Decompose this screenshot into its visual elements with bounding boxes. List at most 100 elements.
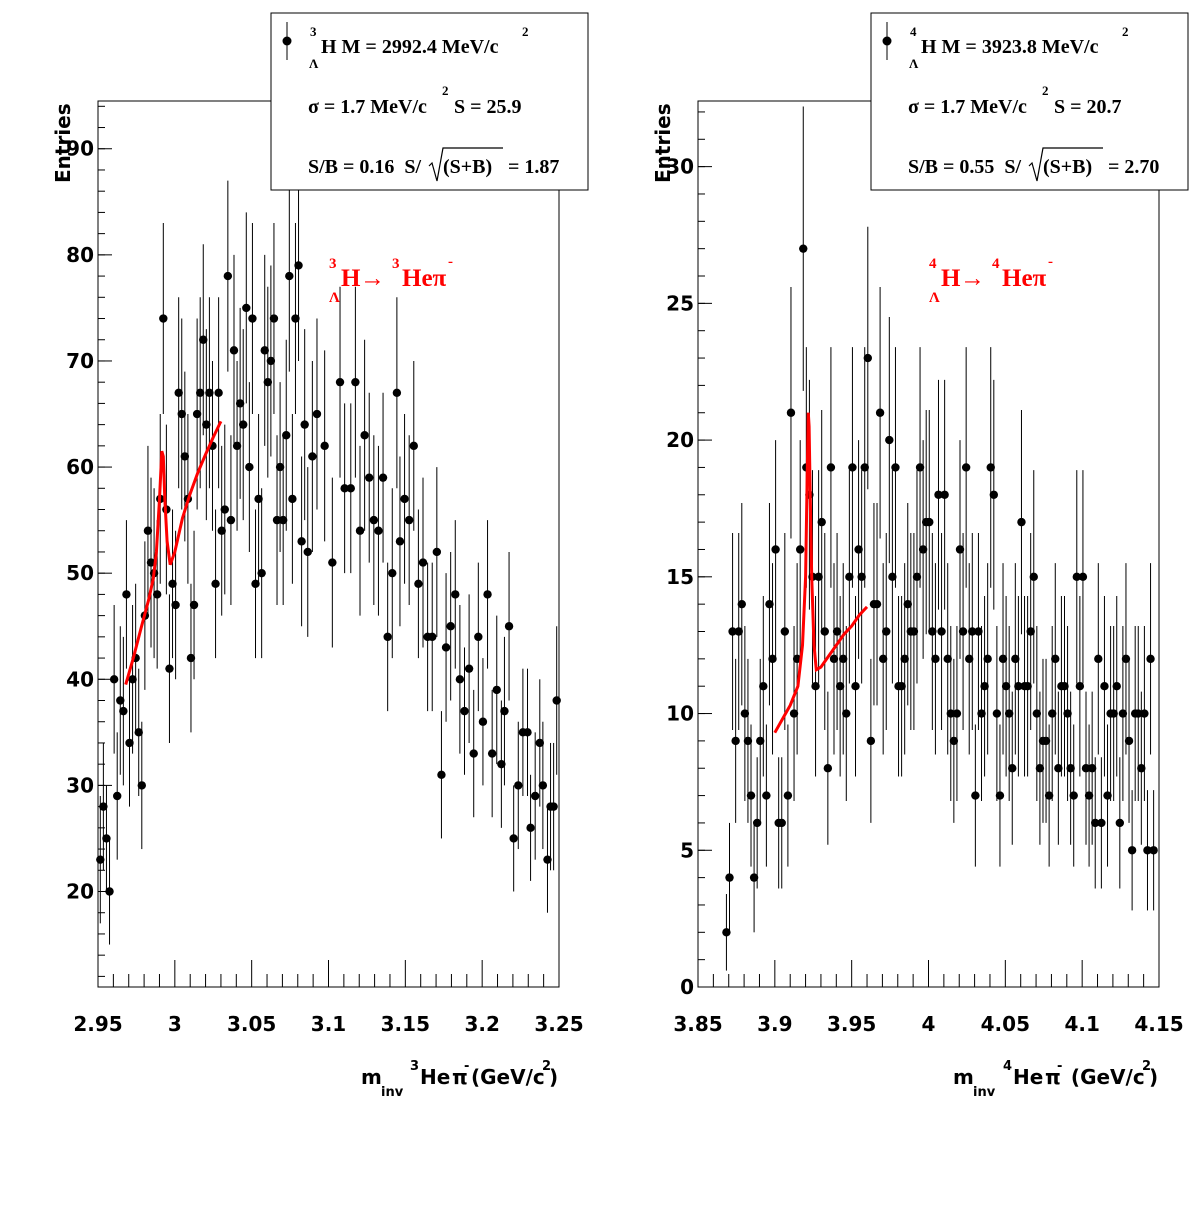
right-data-point: [1097, 757, 1106, 889]
svg-text:m: m: [361, 1065, 382, 1089]
right-data-point: [863, 226, 873, 490]
right-data-point: [885, 317, 894, 564]
right-data-point: [783, 724, 793, 867]
right-data-point: [1146, 563, 1155, 755]
right-data-point: [737, 502, 746, 706]
right-legend-box: [870, 12, 1189, 191]
right-data-point: [845, 470, 854, 684]
right-x-tick-label: 4.05: [981, 1012, 1030, 1036]
svg-text:2: 2: [542, 1059, 551, 1074]
right-data-point: [1081, 691, 1091, 845]
left-data-point: [294, 169, 303, 361]
svg-text:3: 3: [310, 24, 317, 39]
right-data-point: [1026, 533, 1035, 730]
left-data-point: [137, 721, 146, 850]
right-data-point: [1078, 470, 1088, 684]
left-data-point: [297, 456, 306, 627]
left-data-point: [291, 223, 300, 415]
left-data-point: [257, 488, 266, 659]
right-data-point: [1054, 691, 1063, 845]
right-data-point: [989, 379, 999, 610]
svg-text:S = 20.7: S = 20.7: [1049, 96, 1122, 118]
right-data-point: [909, 533, 919, 730]
svg-text:4: 4: [992, 256, 1000, 272]
right-x-tick-label: 3.85: [673, 1012, 722, 1036]
left-data-point: [254, 414, 263, 584]
left-data-point: [223, 180, 233, 372]
svg-text:-: -: [448, 254, 453, 270]
left-data-point: [374, 445, 383, 616]
left-data-point: [418, 477, 428, 648]
left-data-point: [400, 414, 409, 584]
svg-text:Heπ: Heπ: [1002, 265, 1047, 292]
svg-text:4: 4: [1003, 1059, 1012, 1074]
left-data-point: [263, 286, 273, 478]
left-x-tick-label: 3.1: [311, 1012, 346, 1036]
svg-text:π: π: [1045, 1065, 1061, 1089]
right-data-point: [1112, 595, 1121, 777]
left-data-point: [355, 445, 365, 616]
right-data-point: [725, 822, 734, 933]
right-data-point: [1091, 757, 1100, 889]
left-data-point: [365, 392, 374, 563]
left-data-point: [483, 520, 492, 669]
left-data-point: [229, 254, 239, 446]
left-data-point: [523, 668, 532, 797]
left-data-point: [278, 435, 288, 606]
right-data-point: [1121, 563, 1131, 755]
svg-text:H: H: [341, 265, 361, 292]
left-data-point: [177, 318, 186, 510]
right-data-point: [752, 757, 762, 889]
right-data-point: [1103, 724, 1112, 867]
left-data-point: [211, 509, 220, 659]
right-data-point: [977, 626, 986, 802]
right-data-point: [1017, 410, 1026, 635]
svg-text:-: -: [1057, 1059, 1062, 1074]
right-data-point: [980, 595, 989, 777]
right-data-point: [1075, 595, 1085, 777]
svg-text:He: He: [1013, 1065, 1043, 1089]
left-data-point: [245, 382, 254, 552]
right-data-point: [1032, 626, 1042, 802]
left-data-point: [174, 297, 183, 489]
left-data-point: [134, 668, 143, 797]
right-data-point: [814, 470, 823, 684]
left-fit-curve: [124, 420, 223, 686]
svg-text:H M = 2992.4 MeV/c: H M = 2992.4 MeV/c: [321, 36, 499, 58]
left-data-point: [159, 223, 168, 415]
svg-text:Heπ: Heπ: [402, 265, 447, 292]
left-x-tick-label: 3.15: [381, 1012, 430, 1036]
right-y-tick-label: 5: [680, 838, 694, 862]
right-data-point: [1008, 691, 1017, 845]
svg-text:π: π: [452, 1065, 468, 1089]
right-data-point: [1004, 626, 1014, 802]
left-x-tick-label: 2.95: [73, 1012, 122, 1036]
left-x-axis-title: m inv 3 He π - (GeV/c 2 ): [361, 1059, 558, 1100]
right-data-point: [1087, 691, 1097, 845]
right-data-point: [811, 595, 820, 777]
right-y-tick-label: 10: [666, 702, 694, 726]
svg-text:σ = 1.7 MeV/c: σ = 1.7 MeV/c: [908, 96, 1027, 118]
left-data-point: [171, 530, 180, 680]
left-data-point: [189, 530, 199, 680]
right-data-point: [1134, 626, 1143, 802]
left-data-point: [116, 626, 125, 775]
right-data-point: [749, 822, 759, 933]
right-data-point: [795, 440, 805, 659]
right-legend-marker: [882, 36, 892, 46]
right-data-point: [955, 440, 965, 659]
right-data-point: [974, 533, 983, 730]
right-data-point: [882, 533, 891, 730]
left-y-ticks: 20 30 40 50 60 70 80 90: [66, 105, 112, 977]
left-data-point: [168, 509, 177, 659]
left-data-point: [217, 445, 226, 616]
left-data-point: [504, 551, 514, 701]
right-panel: 3.85 3.9 3.95 4 4.05 4.1 4.15 0 5 10 15 20 25 30 Ent…: [651, 12, 1189, 1100]
left-data-point: [235, 307, 245, 499]
right-data-point: [817, 410, 826, 635]
svg-text:S/B = 0.16 S/: S/B = 0.16 S/: [308, 156, 422, 178]
svg-text:2: 2: [522, 24, 529, 39]
svg-text:S/B = 0.55 S/: S/B = 0.55 S/: [908, 156, 1022, 178]
right-y-tick-label: 20: [666, 428, 694, 452]
left-data-point: [119, 636, 128, 786]
